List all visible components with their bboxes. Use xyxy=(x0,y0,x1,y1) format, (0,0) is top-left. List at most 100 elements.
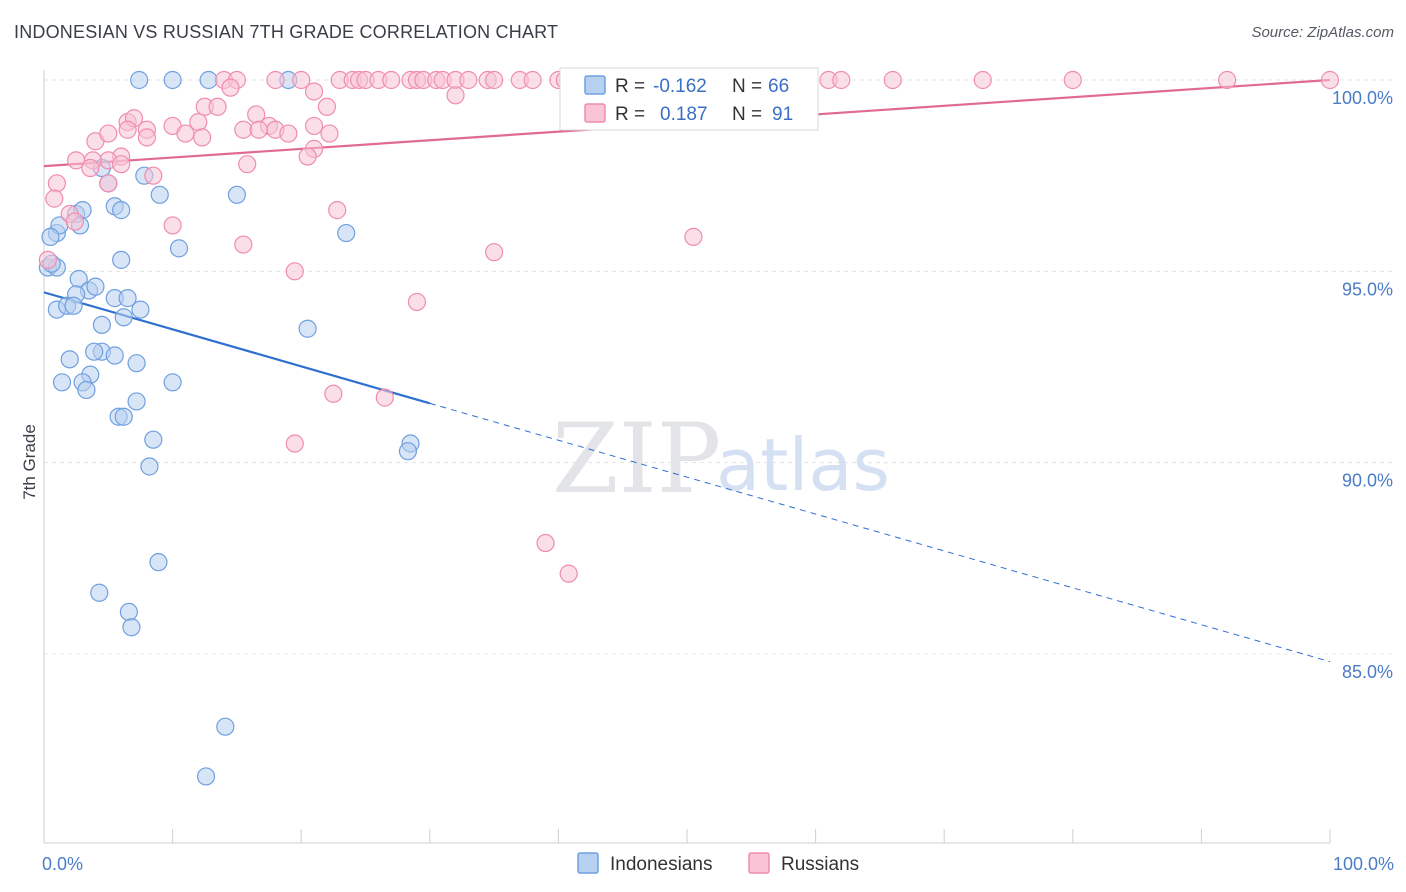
point-indonesians-45 xyxy=(77,380,96,400)
point-indonesians-52 xyxy=(140,457,159,476)
watermark: ZIP atlas xyxy=(552,403,890,515)
point-russians-75 xyxy=(45,189,64,208)
point-russians-79 xyxy=(328,201,347,220)
point-russians-89 xyxy=(536,533,555,553)
x-tick-label-0: 0.0% xyxy=(42,854,83,874)
point-russians-87 xyxy=(375,388,394,407)
point-russians-78 xyxy=(163,216,182,235)
stats-legend: R = -0.162 N = 66 R = 0.187 N = 91 xyxy=(559,67,819,131)
point-indonesians-11 xyxy=(150,185,169,204)
point-indonesians-26 xyxy=(86,277,105,296)
point-russians-88 xyxy=(285,434,304,453)
point-russians-9 xyxy=(382,70,401,90)
point-russians-38 xyxy=(221,78,240,97)
y-tick-label-0: 100.0% xyxy=(1332,88,1393,108)
legend-n-label-indonesians: N = xyxy=(732,76,762,97)
watermark-zip: ZIP xyxy=(552,403,721,515)
point-indonesians-35 xyxy=(298,319,317,338)
point-russians-33 xyxy=(883,70,902,90)
point-indonesians-33 xyxy=(131,300,150,319)
point-indonesians-36 xyxy=(60,350,79,369)
point-russians-34 xyxy=(973,70,992,90)
point-indonesians-39 xyxy=(105,346,124,365)
point-indonesians-55 xyxy=(119,602,138,622)
watermark-atlas: atlas xyxy=(716,423,890,507)
legend-r-value-indonesians: -0.162 xyxy=(653,76,707,97)
trend-lines xyxy=(43,78,1331,663)
point-indonesians-53 xyxy=(149,553,168,572)
point-indonesians-54 xyxy=(90,583,109,602)
y-axis-label: 7th Grade xyxy=(20,424,39,500)
point-indonesians-34 xyxy=(92,315,111,335)
point-russians-36 xyxy=(1218,70,1237,90)
point-indonesians-32 xyxy=(114,308,133,327)
point-russians-43 xyxy=(317,97,337,116)
point-russians-61 xyxy=(279,124,298,143)
point-russians-51 xyxy=(304,116,324,136)
point-indonesians-9 xyxy=(112,201,131,220)
point-russians-35 xyxy=(1063,70,1082,90)
legend-n-label-russians: N = xyxy=(732,104,762,125)
trend-line-extension-indonesians xyxy=(429,402,1331,663)
point-russians-56 xyxy=(249,120,268,139)
point-russians-68 xyxy=(238,155,257,174)
point-russians-70 xyxy=(81,158,100,178)
legend-n-value-indonesians: 66 xyxy=(768,76,789,97)
point-russians-52 xyxy=(118,120,137,139)
point-indonesians-22 xyxy=(337,223,356,243)
point-indonesians-0 xyxy=(130,70,149,90)
x-tick-label-1: 100.0% xyxy=(1333,854,1394,874)
y-tick-label-2: 90.0% xyxy=(1342,471,1393,491)
point-russians-60 xyxy=(193,128,212,147)
series-legend-label-russians: Russians xyxy=(781,854,859,875)
point-russians-81 xyxy=(485,243,504,262)
point-russians-73 xyxy=(99,174,118,193)
point-russians-85 xyxy=(407,292,427,312)
point-indonesians-46 xyxy=(127,392,146,411)
point-indonesians-2 xyxy=(199,70,218,90)
point-russians-82 xyxy=(684,227,703,246)
legend-r-label-russians: R = xyxy=(615,104,645,125)
point-russians-80 xyxy=(234,235,253,254)
series-legend: Indonesians Russians xyxy=(577,852,859,875)
point-indonesians-57 xyxy=(216,717,235,736)
point-russians-72 xyxy=(144,166,163,185)
point-indonesians-42 xyxy=(52,373,72,392)
point-russians-37 xyxy=(1320,70,1340,90)
point-russians-84 xyxy=(38,250,57,269)
point-indonesians-56 xyxy=(122,618,141,637)
point-indonesians-48 xyxy=(114,407,133,426)
point-russians-74 xyxy=(47,174,66,193)
point-russians-16 xyxy=(459,70,478,90)
y-tick-label-3: 85.0% xyxy=(1342,662,1393,682)
legend-swatch-russians xyxy=(584,103,606,123)
point-indonesians-20 xyxy=(112,250,131,269)
point-russians-3 xyxy=(292,70,311,90)
point-indonesians-40 xyxy=(127,354,146,373)
point-indonesians-12 xyxy=(227,185,246,204)
point-russians-55 xyxy=(234,120,253,139)
point-russians-32 xyxy=(832,70,851,90)
point-russians-69 xyxy=(298,147,317,166)
legend-n-value-russians: 91 xyxy=(772,104,793,125)
point-indonesians-49 xyxy=(144,430,163,449)
source-label: Source: ZipAtlas.com xyxy=(1251,24,1394,41)
point-russians-59 xyxy=(137,128,156,147)
legend-r-value-russians: 0.187 xyxy=(660,104,708,125)
point-russians-71 xyxy=(112,155,131,174)
point-russians-58 xyxy=(99,124,118,143)
point-russians-20 xyxy=(523,70,542,90)
legend-r-label-indonesians: R = xyxy=(615,76,645,97)
point-russians-83 xyxy=(285,262,304,281)
axes: 100.0% 95.0% 90.0% 85.0% 0.0% 100.0% xyxy=(42,70,1394,874)
point-indonesians-44 xyxy=(163,373,182,392)
point-indonesians-30 xyxy=(64,296,83,315)
series-legend-label-indonesians: Indonesians xyxy=(610,854,712,875)
point-russians-39 xyxy=(304,82,324,101)
point-russians-77 xyxy=(65,212,84,231)
point-russians-54 xyxy=(176,124,195,143)
point-russians-42 xyxy=(208,97,227,116)
point-indonesians-58 xyxy=(196,767,216,786)
point-indonesians-1 xyxy=(163,70,182,90)
